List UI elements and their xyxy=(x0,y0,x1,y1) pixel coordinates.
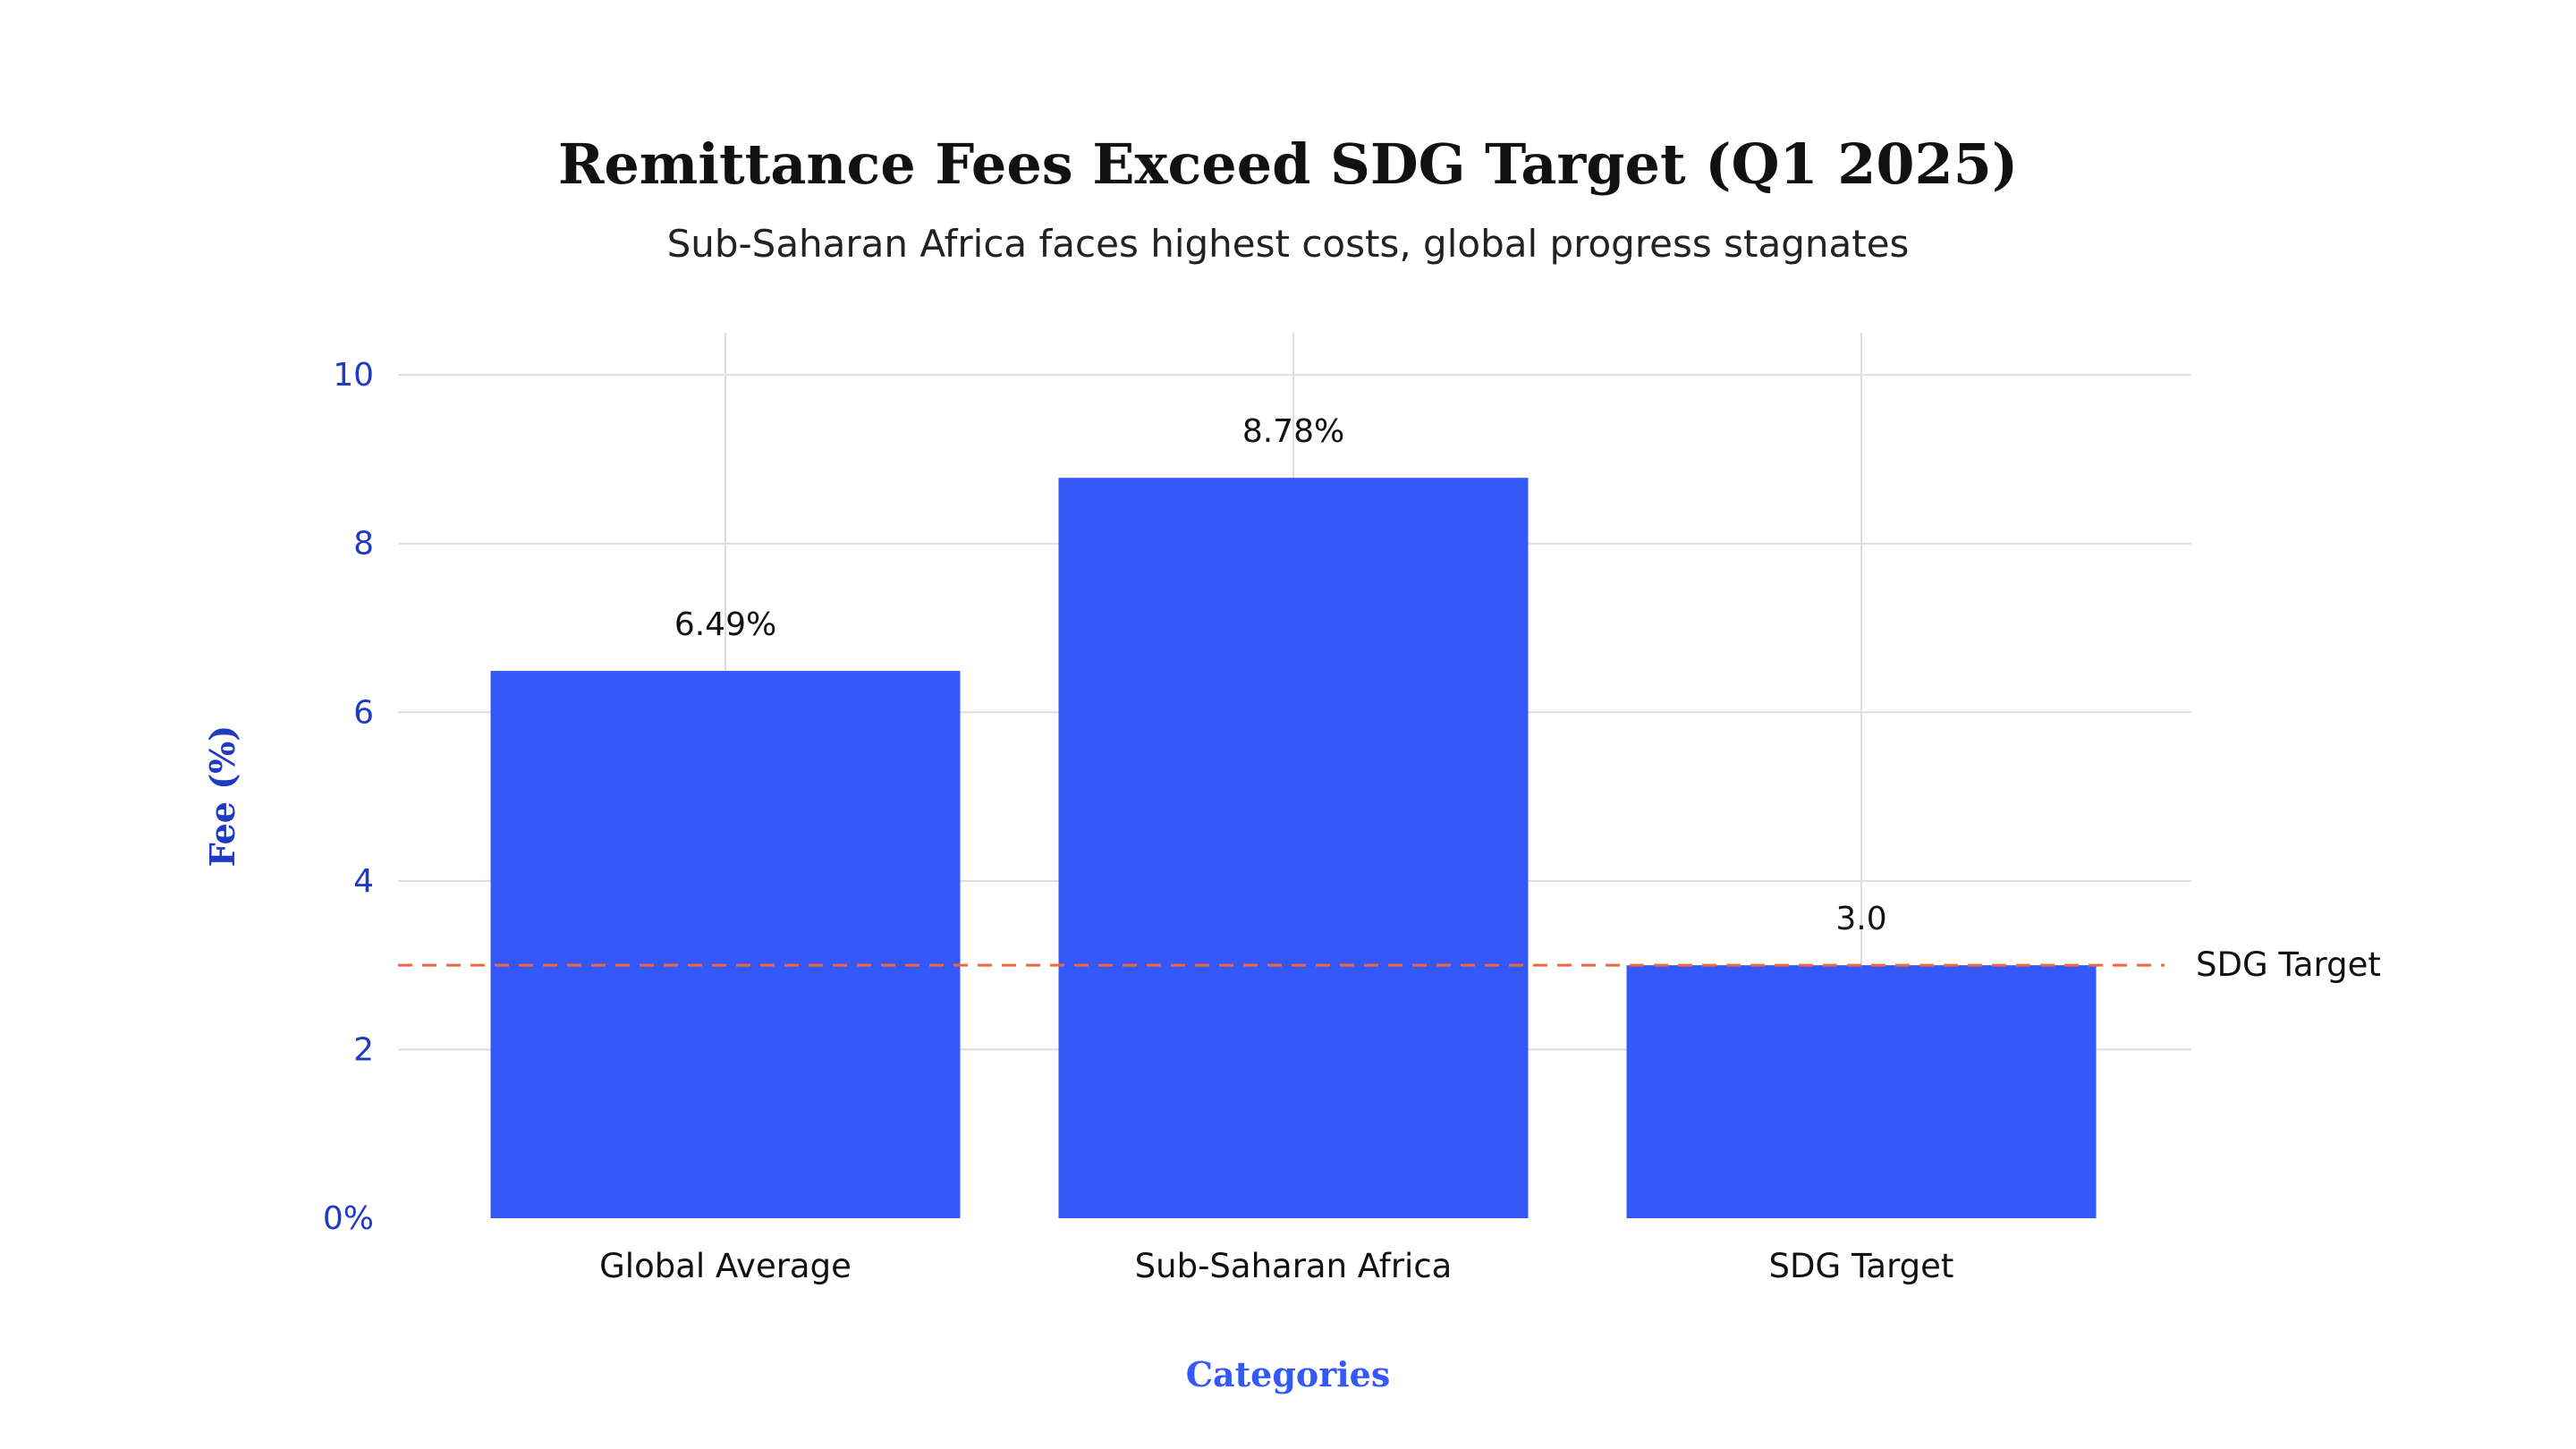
reference-line-label: SDG Target xyxy=(2196,945,2381,984)
y-axis-title: Fee (%) xyxy=(202,725,242,868)
y-tick-label: 4 xyxy=(353,863,374,900)
x-axis-title: Categories xyxy=(1186,1354,1391,1394)
y-tick-label: 6 xyxy=(353,694,374,731)
x-tick-label: Global Average xyxy=(599,1247,852,1285)
bar xyxy=(1626,965,2097,1218)
chart-subtitle: Sub-Saharan Africa faces highest costs, … xyxy=(667,222,1910,266)
bar-value-label: 8.78% xyxy=(1242,413,1344,450)
y-tick-label: 0% xyxy=(323,1200,374,1237)
reference-line-group: SDG Target xyxy=(398,945,2381,984)
bar xyxy=(490,671,961,1218)
value-labels: 6.49% 8.78% 3.0 xyxy=(674,413,1887,937)
bar-value-label: 6.49% xyxy=(674,606,776,643)
bar-value-label: 3.0 xyxy=(1835,901,1886,937)
y-tick-label: 2 xyxy=(353,1031,374,1068)
y-axis-ticks: 0% 2 4 6 8 10 xyxy=(323,357,374,1237)
x-axis-ticks: Global Average Sub-Saharan Africa SDG Targ… xyxy=(599,1247,1953,1285)
y-tick-label: 10 xyxy=(333,357,374,394)
chart-title: Remittance Fees Exceed SDG Target (Q1 20… xyxy=(558,131,2018,197)
y-tick-label: 8 xyxy=(353,526,374,563)
x-tick-label: SDG Target xyxy=(1769,1247,1954,1285)
bar xyxy=(1058,478,1529,1218)
bars xyxy=(490,478,2097,1218)
x-tick-label: Sub-Saharan Africa xyxy=(1135,1247,1453,1285)
